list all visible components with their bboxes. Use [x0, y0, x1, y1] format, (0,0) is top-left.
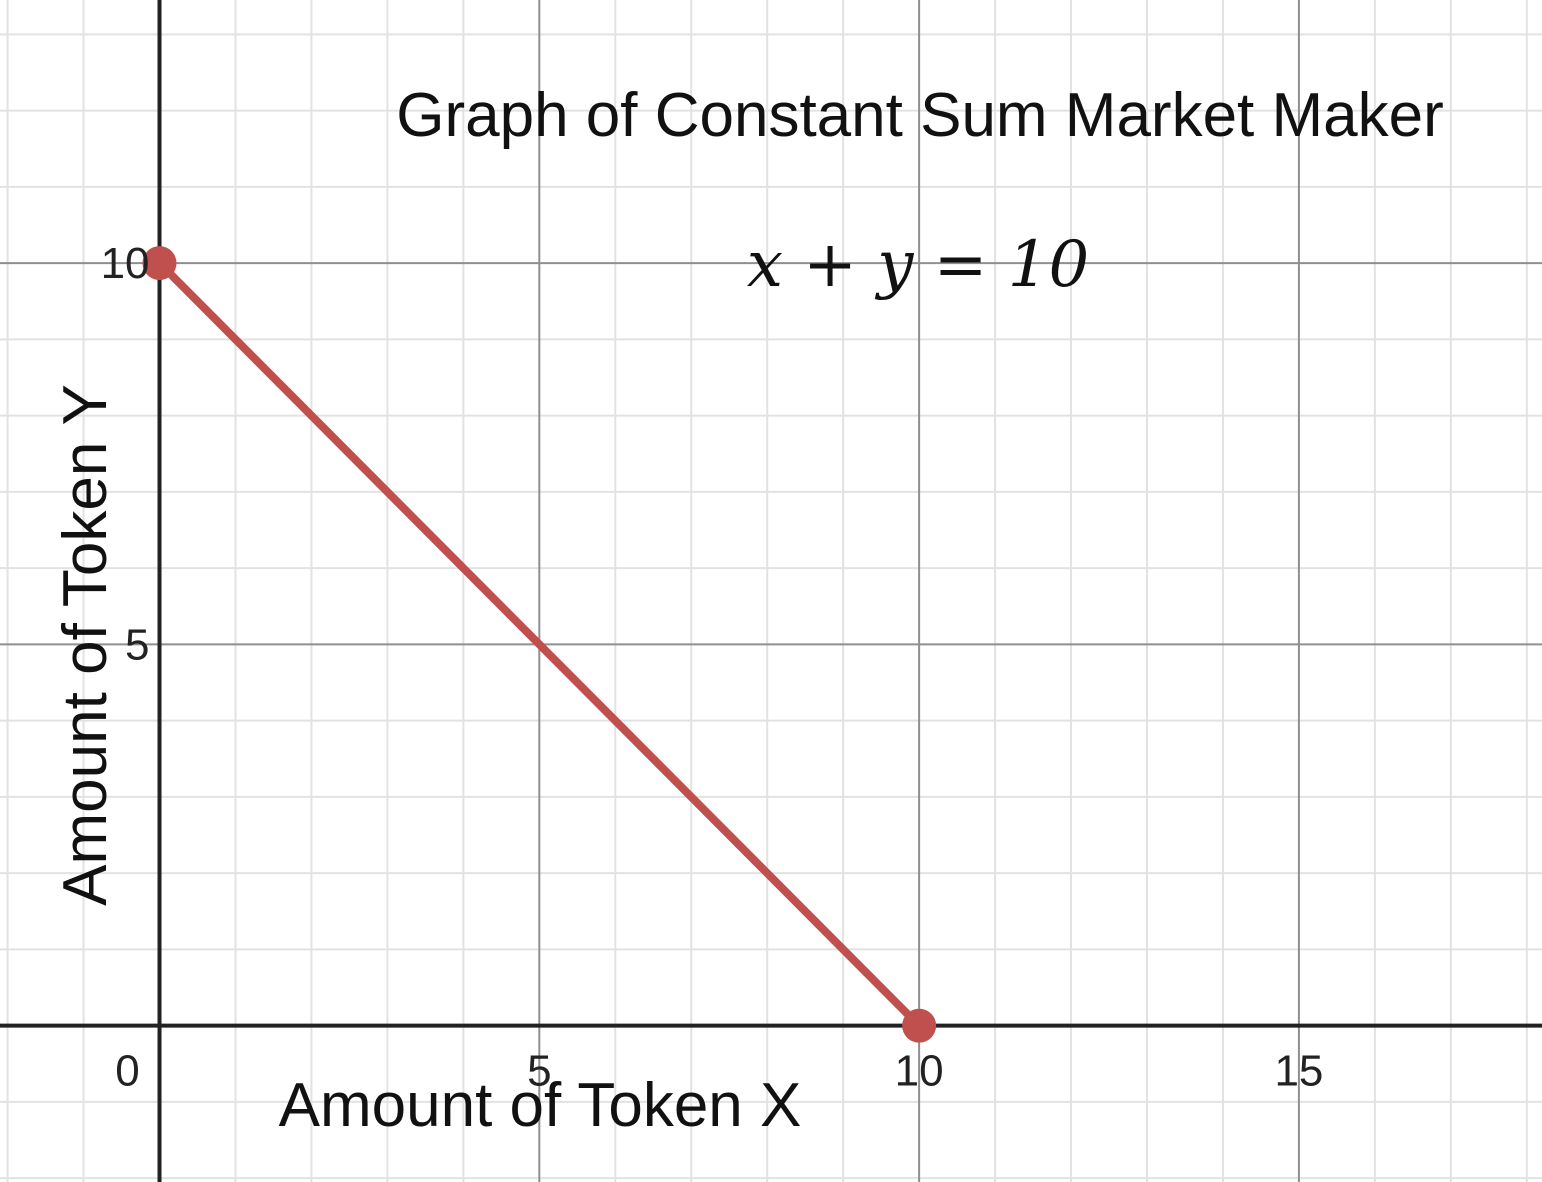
data-point-0 [142, 246, 177, 281]
x-tick-label: 15 [1274, 1047, 1323, 1096]
x-tick-label: 10 [895, 1047, 944, 1096]
chart-title: Graph of Constant Sum Market Maker [396, 81, 1444, 150]
tick-labels: 0 5 10 15 5 10 [101, 239, 1324, 1096]
data-point-1 [902, 1008, 937, 1043]
y-axis-label: Amount of Token Y [51, 384, 120, 906]
series-layer [142, 246, 937, 1043]
x-axis-label: Amount of Token X [279, 1071, 802, 1140]
equation-label: x + y = 10 [747, 228, 1089, 302]
x-tick-label: 0 [115, 1047, 139, 1096]
y-tick-label: 5 [125, 620, 149, 669]
y-tick-label: 10 [101, 239, 150, 288]
series-line-0 [155, 259, 924, 1030]
labels-layer: Graph of Constant Sum Market Maker x + y… [51, 81, 1444, 1140]
x-tick-label: 5 [527, 1047, 551, 1096]
